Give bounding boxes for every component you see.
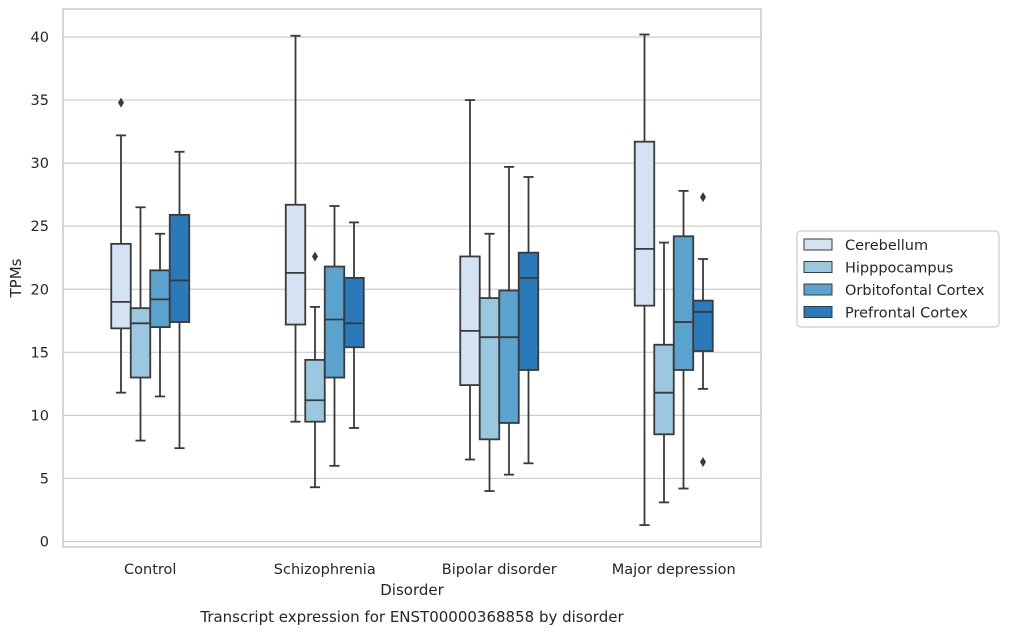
y-tick-label: 5 (40, 471, 49, 487)
y-tick-label: 25 (31, 219, 49, 235)
box-plot (478, 232, 501, 492)
box-plot (149, 232, 171, 398)
box-plot (323, 205, 346, 467)
outlier-point (118, 97, 124, 108)
x-axis-label: Disorder (380, 581, 444, 599)
legend-swatch (803, 261, 833, 273)
legend-label: Hipppocampus (845, 261, 953, 277)
y-ticks: 0 5 10 15 20 25 30 35 40 (31, 30, 49, 551)
plot-frame (62, 8, 762, 548)
x-tick-label: Bipolar disorder (442, 562, 557, 578)
box-plot (498, 166, 520, 476)
box-plot (168, 150, 191, 450)
chart-caption: Transcript expression for ENST0000036885… (199, 608, 624, 626)
box (498, 289, 520, 424)
box (129, 307, 152, 379)
y-tick-label: 40 (31, 30, 49, 46)
outlier-point (700, 457, 706, 468)
y-tick-label: 10 (31, 408, 49, 424)
box-plot (284, 34, 307, 423)
box-plot (110, 97, 132, 394)
legend-frame (796, 230, 1000, 328)
box (323, 265, 346, 379)
y-tick-label: 20 (31, 282, 49, 298)
box-plot (129, 206, 152, 442)
box-plot (517, 176, 540, 465)
legend-swatch (803, 306, 833, 318)
box (653, 343, 675, 436)
box (692, 299, 714, 352)
y-tick-label: 30 (31, 156, 49, 172)
box (168, 213, 191, 323)
box-plot (633, 33, 656, 527)
outlier-point (700, 192, 706, 203)
boxes (110, 33, 714, 527)
legend-label: Orbitofontal Cortex (845, 283, 985, 299)
legend-swatch (803, 283, 833, 296)
box (672, 235, 695, 371)
x-tick-label: Major depression (612, 562, 736, 578)
box (343, 276, 365, 349)
y-tick-label: 35 (31, 93, 49, 109)
box (517, 251, 540, 371)
legend-label: Prefrontal Cortex (845, 306, 968, 322)
box (478, 297, 501, 441)
outlier-point (312, 251, 318, 262)
y-tick-label: 0 (40, 535, 49, 551)
box (459, 255, 481, 387)
y-axis-label: TPMs (7, 258, 25, 298)
y-tick-label: 15 (31, 345, 49, 361)
legend: Cerebellum Hipppocampus Orbitofontal Corte… (796, 230, 1000, 328)
x-tick-label: Schizophrenia (274, 562, 376, 578)
box-plot (459, 99, 481, 461)
legend-swatch (803, 238, 833, 251)
box-plot (304, 251, 326, 489)
box-plot (653, 241, 675, 504)
box (633, 140, 656, 307)
box-plot (672, 189, 695, 490)
x-tick-label: Control (124, 562, 176, 578)
box (284, 203, 307, 326)
box (110, 242, 132, 330)
box (304, 358, 326, 423)
box-plot (692, 192, 714, 468)
legend-label: Cerebellum (845, 238, 928, 254)
x-ticks: Control Schizophrenia Bipolar disorder Majo… (124, 562, 736, 578)
box-plot (343, 221, 365, 429)
